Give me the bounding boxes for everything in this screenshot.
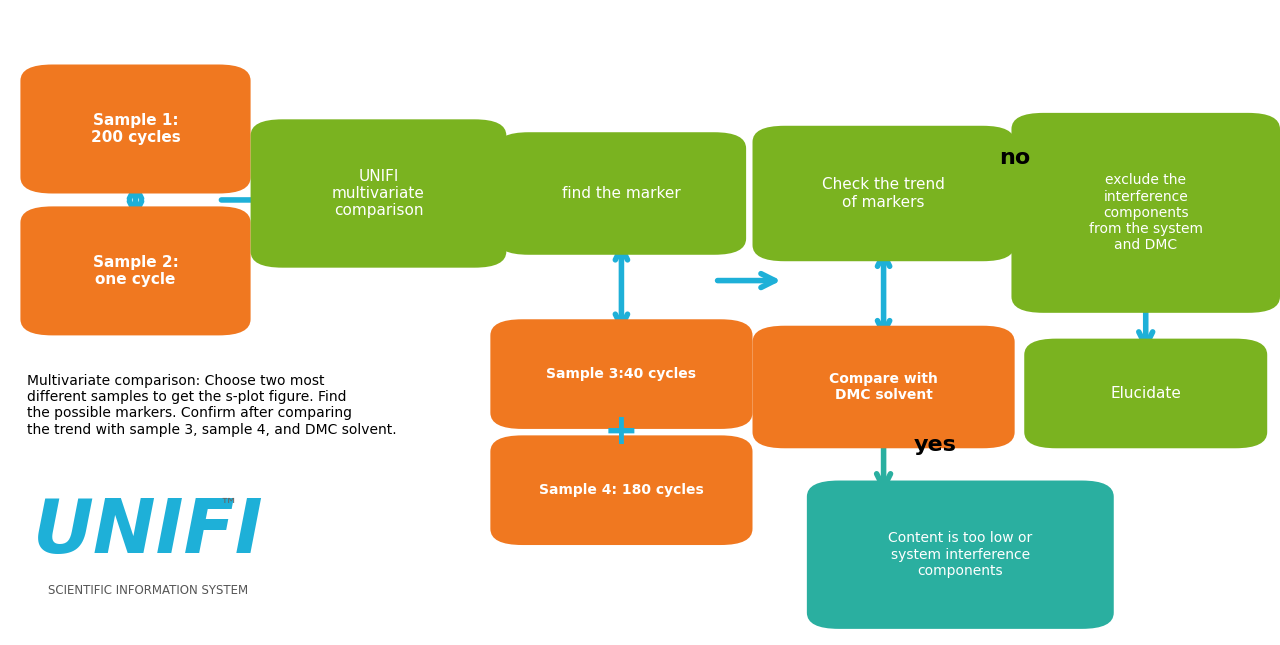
Text: Compare with
DMC solvent: Compare with DMC solvent [829, 372, 938, 402]
Text: Content is too low or
system interference
components: Content is too low or system interferenc… [888, 531, 1033, 578]
Text: SCIENTIFIC INFORMATION SYSTEM: SCIENTIFIC INFORMATION SYSTEM [49, 584, 248, 597]
Text: +: + [604, 411, 639, 453]
Text: no: no [998, 148, 1030, 168]
FancyBboxPatch shape [490, 319, 753, 429]
Text: yes: yes [914, 435, 956, 455]
Text: Sample 3:40 cycles: Sample 3:40 cycles [547, 367, 696, 381]
FancyBboxPatch shape [806, 481, 1114, 629]
FancyBboxPatch shape [490, 435, 753, 545]
Text: Elucidate: Elucidate [1110, 386, 1181, 401]
FancyBboxPatch shape [251, 119, 507, 268]
FancyBboxPatch shape [20, 206, 251, 335]
Text: Sample 4: 180 cycles: Sample 4: 180 cycles [539, 483, 704, 497]
Text: ™: ™ [220, 497, 238, 515]
FancyBboxPatch shape [753, 326, 1015, 448]
Text: Check the trend
of markers: Check the trend of markers [822, 177, 945, 210]
Text: find the marker: find the marker [562, 186, 681, 201]
FancyBboxPatch shape [20, 64, 251, 194]
Text: exclude the
interference
components
from the system
and DMC: exclude the interference components from… [1089, 174, 1203, 252]
Text: Multivariate comparison: Choose two most
different samples to get the s-plot fig: Multivariate comparison: Choose two most… [27, 374, 397, 437]
Text: UNIFI
multivariate
comparison: UNIFI multivariate comparison [332, 168, 425, 219]
FancyBboxPatch shape [1011, 113, 1280, 313]
Text: UNIFI: UNIFI [33, 495, 264, 569]
Text: Sample 1:
200 cycles: Sample 1: 200 cycles [91, 113, 180, 145]
FancyBboxPatch shape [1024, 339, 1267, 448]
Text: Sample 2:
one cycle: Sample 2: one cycle [92, 255, 178, 287]
FancyBboxPatch shape [753, 126, 1015, 261]
FancyBboxPatch shape [497, 132, 746, 255]
